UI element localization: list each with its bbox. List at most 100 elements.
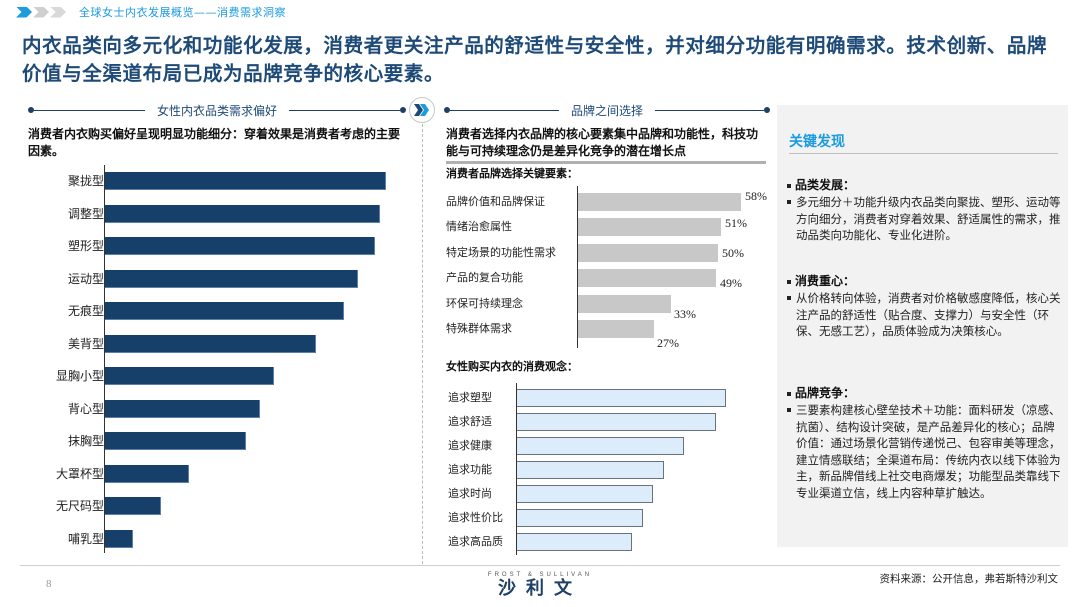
bar-label: 塑形型	[67, 239, 104, 253]
breadcrumb: 全球女士内衣发展概览——消费需求洞察	[79, 6, 286, 19]
bar-label: 追求塑型	[448, 391, 492, 404]
bar-label: 追求高品质	[448, 535, 503, 548]
bar	[578, 193, 741, 211]
bar	[105, 464, 189, 483]
bar	[105, 237, 375, 255]
bar-row: 运动型	[20, 269, 410, 288]
bar-label: 追求功能	[448, 463, 492, 476]
middle-section-subtitle: 消费者选择内衣品牌的核心要素集中品牌和功能性，科技功能与可持续理念仍是差异化竞争…	[446, 126, 766, 164]
bar	[517, 485, 653, 503]
bar-label: 追求性价比	[448, 511, 503, 524]
bullet-icon	[787, 279, 791, 284]
key-findings-title: 关键发现	[789, 134, 845, 150]
chevron-active-icon	[16, 6, 32, 18]
bar	[578, 243, 718, 262]
source-note: 资料来源：公开信息，弗若斯特沙利文	[879, 573, 1059, 585]
bar-row: 追求舒适	[444, 413, 774, 431]
bar-label: 产品的复合功能	[446, 271, 523, 284]
bullet-icon	[787, 296, 791, 300]
bar	[517, 437, 684, 455]
bar-label: 美背型	[67, 336, 104, 351]
divider	[655, 109, 765, 111]
finding-heading: 品牌竞争：	[795, 386, 856, 400]
dot-icon	[400, 107, 407, 113]
breadcrumb-bar: 全球女士内衣发展概览——消费需求洞察	[16, 4, 286, 20]
bar-row: 聚拢型	[20, 172, 410, 190]
bar-row: 追求高品质	[444, 533, 774, 551]
bullet-icon	[787, 200, 791, 204]
section-divider	[422, 124, 423, 564]
bar-label: 抹胸型	[67, 434, 104, 448]
bar-label: 显胸小型	[55, 369, 104, 383]
bar-row: 情绪治愈属性 51%	[444, 216, 774, 236]
category-preference-chart: 聚拢型 调整型 塑形型 运动型 无痕型 美背型 显胸小型 背心型 抹胸型 大罩杯…	[20, 165, 410, 553]
bar	[105, 172, 386, 190]
logo-english: FROST & SULLIVAN	[487, 572, 593, 578]
page-number: 8	[46, 578, 52, 590]
brand-factors-chart: 品牌价值和品牌保证 58% 情绪治愈属性 51% 特定场景的功能性需求 50% 产品的…	[444, 186, 774, 350]
bar-row: 大罩杯型	[20, 464, 410, 483]
left-section-title: 女性内衣品类需求偏好	[157, 103, 278, 118]
finding-brand-competition: 品牌竞争： 三要素构建核心壁垒技术＋功能：面料研发（凉感、抗菌）、结构设计突破，…	[787, 385, 1063, 501]
chevron-icon	[50, 6, 66, 18]
bar-label: 追求健康	[448, 439, 492, 452]
bar-row: 追求健康	[444, 437, 774, 455]
middle-section-header: 品牌之间选择	[444, 103, 771, 118]
value-label: 50%	[722, 245, 744, 260]
bar-row: 塑形型	[20, 237, 410, 255]
bar-row: 特定场景的功能性需求 50%	[444, 243, 774, 262]
bar-label: 特殊群体需求	[446, 322, 512, 335]
bar-label: 无尺码型	[55, 499, 104, 513]
bar	[517, 413, 716, 431]
bar	[105, 302, 344, 320]
bar	[578, 294, 671, 313]
bar-label: 背心型	[67, 401, 104, 416]
bar-row: 环保可持续理念 33%	[444, 294, 774, 321]
bar	[578, 218, 721, 236]
key-findings-panel: 关键发现 品类发展： 多元细分＋功能升级内衣品类向聚拢、塑形、运动等方向细分，消…	[777, 105, 1068, 547]
bar-label: 追求舒适	[448, 415, 492, 428]
bar-row: 产品的复合功能 49%	[444, 269, 774, 290]
bar-label: 大罩杯型	[55, 466, 104, 481]
bar-row: 无痕型	[20, 302, 410, 320]
y-axis	[516, 383, 517, 555]
bar	[105, 269, 358, 288]
value-label: 51%	[725, 216, 747, 230]
bar	[517, 389, 726, 407]
finding-body: 多元细分＋功能升级内衣品类向聚拢、塑形、运动等方向细分，消费者对穿着效果、舒适属…	[796, 195, 1061, 242]
bar	[105, 399, 260, 418]
bar-label: 调整型	[67, 206, 104, 221]
bar-row: 美背型	[20, 334, 410, 353]
divider	[289, 109, 401, 111]
bar	[517, 509, 643, 527]
finding-body: 从价格转向体验，消费者对价格敏感度降低，核心关注产品的舒适性（贴合度、支撑力）与…	[796, 291, 1061, 338]
divider	[789, 153, 1058, 154]
bar-label: 无痕型	[67, 304, 104, 318]
bar-label: 聚拢型	[67, 174, 104, 188]
finding-heading: 消费重心：	[795, 274, 856, 288]
bar-row: 无尺码型	[20, 497, 410, 515]
middle-section-title: 品牌之间选择	[571, 103, 644, 118]
bar-label: 哺乳型	[67, 531, 104, 546]
bar	[105, 432, 246, 450]
bullet-icon	[787, 183, 791, 188]
bar-label: 追求时尚	[448, 487, 492, 500]
dot-icon	[764, 107, 771, 113]
page-headline: 内衣品类向多元化和功能化发展，消费者更关注产品的舒适性与安全性，并对细分功能有明…	[22, 34, 1048, 85]
dot-icon	[28, 107, 34, 113]
bullet-icon	[787, 408, 791, 412]
finding-heading: 品类发展：	[795, 178, 856, 192]
double-chevron-icon	[409, 97, 435, 123]
bar-label: 情绪治愈属性	[446, 220, 512, 233]
divider	[34, 109, 145, 111]
frost-sullivan-logo: FROST & SULLIVAN 沙利文	[480, 572, 600, 600]
footer-divider	[20, 565, 1060, 566]
bar-row: 追求性价比	[444, 509, 774, 527]
left-section-subtitle: 消费者内衣购买偏好呈现明显功能细分：穿着效果是消费者考虑的主要因素。	[28, 127, 401, 158]
bar	[517, 533, 632, 551]
divider	[450, 109, 559, 111]
bar-row: 抹胸型	[20, 432, 410, 450]
bar	[578, 320, 654, 338]
logo-chinese: 沙利文	[498, 578, 582, 599]
chevron-icon	[33, 6, 49, 18]
